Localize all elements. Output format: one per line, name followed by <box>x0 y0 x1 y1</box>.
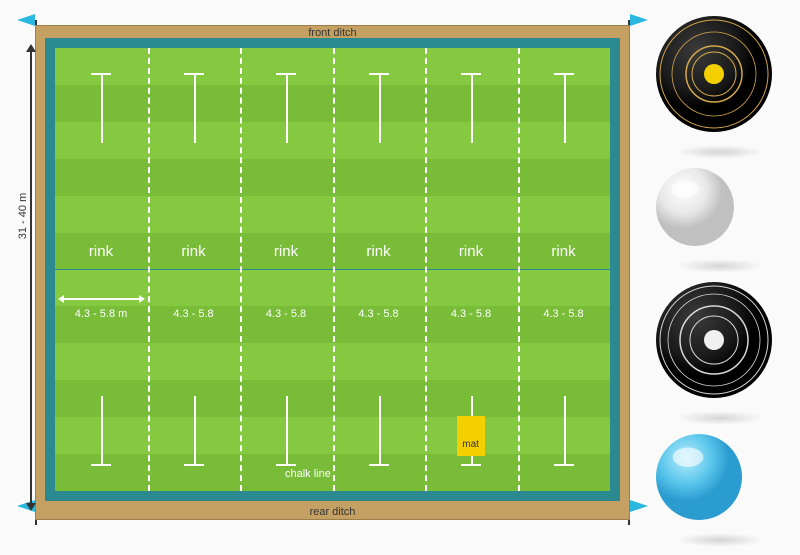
rink-label: rink <box>240 243 332 260</box>
ball-shadow <box>675 145 765 159</box>
tee-mark <box>379 73 381 143</box>
rink-divider <box>518 48 520 491</box>
ball-shadow <box>675 411 765 425</box>
rink-divider <box>425 48 427 491</box>
rink-label: rink <box>425 243 517 260</box>
rink-width-label: 4.3 - 5.8 <box>148 308 240 320</box>
flag-icon <box>630 500 648 512</box>
ball-shadow <box>675 533 765 547</box>
tee-cap <box>276 464 296 466</box>
rink-width-label: 4.3 - 5.8 <box>518 308 610 320</box>
tee-cap <box>184 464 204 466</box>
tee-mark <box>101 73 103 143</box>
length-label: 31 - 40 m <box>17 193 29 239</box>
green-surface: rink 4.3 - 5.8 m rink 4.3 - 5.8 rink 4.3 - 5.… <box>55 48 610 491</box>
rink-label: rink <box>333 243 425 260</box>
rink-label: rink <box>55 243 147 260</box>
chalk-line-label: chalk line <box>285 468 331 480</box>
tee-cap <box>369 464 389 466</box>
tee-mark <box>379 396 381 466</box>
rink-width-label: 4.3 - 5.8 <box>333 308 425 320</box>
bowl-gray <box>655 281 785 404</box>
mat <box>457 416 485 456</box>
rink-label: rink <box>148 243 240 260</box>
bowl-icon <box>655 15 773 133</box>
balls-panel <box>655 15 785 555</box>
jack-white <box>655 167 785 252</box>
tee-mark <box>194 396 196 466</box>
tee-cap <box>91 73 111 75</box>
rink-width-label: 4.3 - 5.8 m <box>55 308 147 320</box>
tee-cap <box>461 73 481 75</box>
flag-icon <box>17 14 35 26</box>
tee-mark <box>564 396 566 466</box>
tee-mark <box>194 73 196 143</box>
rink-divider <box>240 48 242 491</box>
jack-icon <box>655 433 743 521</box>
tee-cap <box>554 464 574 466</box>
rink-width-label: 4.3 - 5.8 <box>425 308 517 320</box>
field-diagram: front ditch rear ditch rink4.3 - 5.8 mri… <box>20 10 640 530</box>
width-arrow <box>63 298 140 300</box>
tee-cap <box>461 464 481 466</box>
bowl-icon <box>655 281 773 399</box>
tee-mark <box>471 73 473 143</box>
tee-cap <box>91 464 111 466</box>
tee-cap <box>276 73 296 75</box>
tee-cap <box>554 73 574 75</box>
rink-divider <box>333 48 335 491</box>
tee-cap <box>184 73 204 75</box>
ball-shadow <box>675 259 765 273</box>
length-arrow <box>30 50 32 505</box>
rink-divider <box>148 48 150 491</box>
tee-mark <box>286 73 288 143</box>
tee-mark <box>286 396 288 466</box>
jack-icon <box>655 167 735 247</box>
tee-cap <box>369 73 389 75</box>
jack-blue <box>655 433 785 526</box>
rink-label: rink <box>518 243 610 260</box>
rink-width-label: 4.3 - 5.8 <box>240 308 332 320</box>
tee-mark <box>101 396 103 466</box>
flag-icon <box>630 14 648 26</box>
tee-mark <box>564 73 566 143</box>
rear-ditch-label: rear ditch <box>36 506 629 518</box>
mat-label: mat <box>462 439 479 450</box>
bowl-black <box>655 15 785 138</box>
